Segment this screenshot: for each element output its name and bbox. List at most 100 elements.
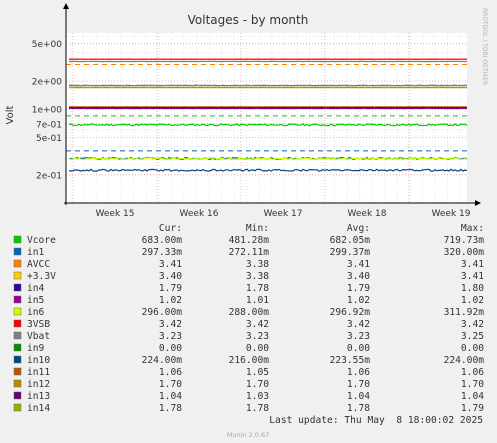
legend-series-name: in10 <box>27 355 50 366</box>
legend-swatch <box>13 331 22 340</box>
legend-swatch <box>13 355 22 364</box>
legend-value-cur: 0.00 <box>159 343 182 354</box>
legend-value-cur: 296.00m <box>142 307 183 318</box>
legend-series-name: Vbat <box>27 331 50 342</box>
y-tick-label: 5e+00 <box>32 40 63 50</box>
legend-column-header: Max: <box>461 223 484 234</box>
legend-value-avg: 1.79 <box>347 283 370 294</box>
legend-value-cur: 3.41 <box>159 259 182 270</box>
legend-swatch <box>13 367 22 376</box>
legend-series-name: in12 <box>27 379 50 390</box>
legend-column-header: Min: <box>246 223 269 234</box>
legend-swatch <box>13 343 22 352</box>
legend-value-max: 3.41 <box>461 259 484 270</box>
legend-value-avg: 3.40 <box>347 271 370 282</box>
legend-value-min: 3.23 <box>246 331 269 342</box>
legend-value-cur: 297.33m <box>142 247 183 258</box>
legend-value-max: 1.04 <box>461 391 484 402</box>
legend-swatch <box>13 403 22 412</box>
legend-value-avg: 1.06 <box>347 367 370 378</box>
last-update-text: Last update: Thu May 8 18:00:02 2025 <box>269 415 483 426</box>
legend-value-min: 481.28m <box>229 235 270 246</box>
legend-value-max: 1.80 <box>461 283 484 294</box>
series-lines <box>68 58 468 172</box>
legend-swatch <box>13 319 22 328</box>
legend-value-avg: 299.37m <box>330 247 371 258</box>
legend-swatch <box>13 235 22 244</box>
legend-swatch <box>13 271 22 280</box>
legend-value-max: 1.02 <box>461 295 484 306</box>
legend-value-max: 1.06 <box>461 367 484 378</box>
legend-value-avg: 1.70 <box>347 379 370 390</box>
legend-value-max: 3.25 <box>461 331 484 342</box>
legend-swatch <box>13 391 22 400</box>
legend-swatch <box>13 295 22 304</box>
y-tick-label: 5e-01 <box>36 134 62 144</box>
series-line-vcore <box>68 123 468 127</box>
legend-swatch <box>13 259 22 268</box>
legend-series-name: in13 <box>27 391 50 402</box>
legend-value-avg: 223.55m <box>330 355 371 366</box>
legend-value-min: 1.78 <box>246 283 269 294</box>
legend: Cur: Min: Avg: Max: Vcore 683.00m 481.28m 682.0… <box>13 223 485 414</box>
legend-value-cur: 1.79 <box>159 283 182 294</box>
legend-value-avg: 1.78 <box>347 403 370 414</box>
legend-value-cur: 1.02 <box>159 295 182 306</box>
y-tick-label: 2e+00 <box>32 78 63 88</box>
legend-series-name: in6 <box>27 307 45 318</box>
legend-value-max: 320.00m <box>444 247 485 258</box>
legend-value-cur: 1.70 <box>159 379 182 390</box>
chart-title: Voltages - by month <box>188 13 309 27</box>
legend-swatch <box>13 307 22 316</box>
legend-value-min: 0.00 <box>246 343 269 354</box>
x-tick-label: Week 16 <box>180 209 219 219</box>
legend-series-name: in5 <box>27 295 44 306</box>
legend-series-name: in9 <box>27 343 45 354</box>
legend-value-cur: 1.04 <box>159 391 182 402</box>
legend-value-max: 3.42 <box>461 319 484 330</box>
x-tick-label: Week 15 <box>96 209 135 219</box>
legend-series-name: in4 <box>27 283 45 294</box>
y-axis-arrow <box>63 3 69 9</box>
legend-value-cur: 683.00m <box>142 235 183 246</box>
legend-series-name: Vcore <box>27 235 56 246</box>
legend-swatch <box>13 379 22 388</box>
legend-series-name: +3.3V <box>27 271 56 282</box>
rrdtool-credit: RRDTOOL / TOBI OETIKER <box>481 8 488 85</box>
legend-swatch <box>13 247 22 256</box>
legend-value-max: 3.41 <box>461 271 484 282</box>
legend-value-avg: 3.42 <box>347 319 370 330</box>
legend-value-min: 1.01 <box>246 295 269 306</box>
warning-lines <box>66 63 467 152</box>
series-line-in10 <box>68 168 468 172</box>
legend-value-min: 3.38 <box>246 271 269 282</box>
legend-value-avg: 3.41 <box>347 259 370 270</box>
legend-value-min: 1.03 <box>246 391 269 402</box>
legend-series-name: in11 <box>27 367 50 378</box>
x-axis-arrow <box>475 200 481 206</box>
legend-value-max: 311.92m <box>444 307 485 318</box>
legend-value-cur: 1.78 <box>159 403 182 414</box>
legend-value-cur: 1.06 <box>159 367 182 378</box>
series-line-in6 <box>68 157 468 161</box>
legend-value-max: 1.79 <box>461 403 484 414</box>
legend-value-min: 1.70 <box>246 379 269 390</box>
axes: 5e+00 2e+00 1e+00 7e-01 5e-01 2e-01 Week 15 Wee… <box>32 3 481 219</box>
legend-value-min: 3.38 <box>246 259 269 270</box>
legend-column-header: Avg: <box>347 223 370 234</box>
y-axis-label: Volt <box>5 105 16 124</box>
legend-series-name: AVCC <box>27 259 50 270</box>
legend-value-avg: 1.02 <box>347 295 370 306</box>
legend-value-avg: 0.00 <box>347 343 370 354</box>
legend-value-avg: 1.04 <box>347 391 370 402</box>
legend-value-cur: 3.23 <box>159 331 182 342</box>
legend-series-name: 3VSB <box>27 319 50 330</box>
y-tick-label: 1e+00 <box>32 106 63 116</box>
legend-series-name: in14 <box>27 403 50 414</box>
legend-value-cur: 3.42 <box>159 319 182 330</box>
x-tick-label: Week 19 <box>432 209 471 219</box>
x-tick-label: Week 17 <box>264 209 303 219</box>
legend-value-min: 1.05 <box>246 367 269 378</box>
legend-column-header: Cur: <box>159 223 182 234</box>
